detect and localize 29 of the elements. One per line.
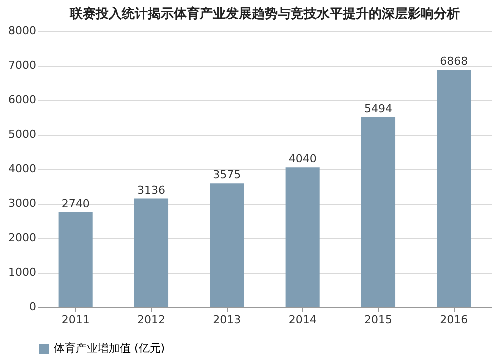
bar <box>361 117 396 307</box>
x-tick-label: 2014 <box>288 314 317 326</box>
bar <box>210 184 244 307</box>
x-tick-label: 2012 <box>138 314 166 326</box>
y-tick-label: 2000 <box>8 232 36 244</box>
data-label: 5494 <box>364 102 392 116</box>
data-label: 3575 <box>213 168 242 182</box>
data-label: 2740 <box>62 197 90 210</box>
x-tick-label: 2016 <box>440 314 468 326</box>
x-tick-label: 2013 <box>213 314 242 326</box>
y-tick-label: 1000 <box>8 266 36 279</box>
x-tick-label: 2015 <box>364 314 392 326</box>
bar <box>134 198 169 307</box>
y-tick-label: 6000 <box>8 94 36 106</box>
y-tick-label: 7000 <box>8 59 36 72</box>
y-tick-label: 8000 <box>8 24 36 38</box>
y-tick-label: 4000 <box>8 162 36 176</box>
y-tick-label: 0 <box>30 300 36 314</box>
bar <box>58 212 93 307</box>
bar <box>437 70 472 307</box>
legend-label: 体育产业增加值 (亿元) <box>54 342 166 355</box>
chart-title: 联赛投入统计揭示体育产业发展趋势与竞技水平提升的深层影响分析 <box>69 6 460 22</box>
data-label: 6868 <box>440 55 468 68</box>
y-tick-label: 3000 <box>8 197 36 210</box>
x-tick-label: 2011 <box>62 314 90 326</box>
data-label: 4040 <box>288 152 317 166</box>
bar <box>286 168 320 307</box>
data-label: 3136 <box>138 184 166 197</box>
y-tick-label: 5000 <box>8 128 36 141</box>
